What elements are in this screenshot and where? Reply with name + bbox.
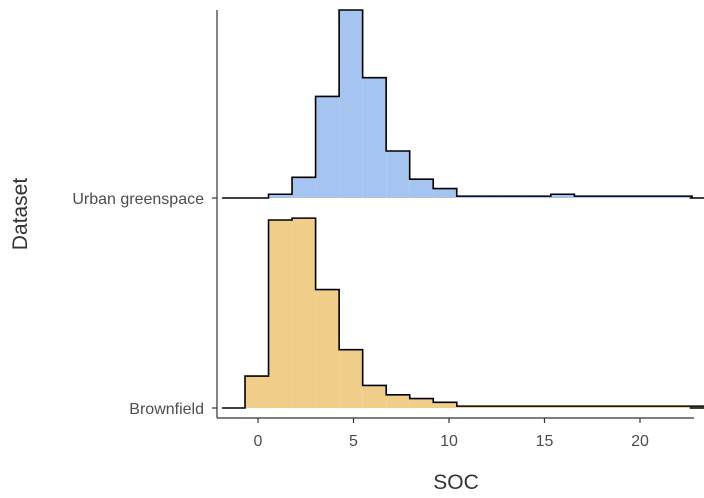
bin-urban-greenspace-1 xyxy=(292,177,316,198)
bin-urban-greenspace-4 xyxy=(362,77,387,198)
bin-urban-greenspace-5 xyxy=(386,151,410,198)
ridges-layer xyxy=(222,9,704,409)
bin-brownfield-0 xyxy=(245,376,269,408)
bin-brownfield-12 xyxy=(527,406,551,408)
bin-brownfield-11 xyxy=(503,406,528,408)
bin-urban-greenspace-8 xyxy=(456,196,481,198)
bin-brownfield-15 xyxy=(597,406,622,408)
bin-urban-greenspace-7 xyxy=(433,188,457,198)
x-tick-label-15: 15 xyxy=(536,433,554,450)
bin-urban-greenspace-12 xyxy=(550,194,575,198)
x-tick-label-5: 5 xyxy=(349,433,358,450)
bin-brownfield-17 xyxy=(645,406,669,408)
x-tick-label-0: 0 xyxy=(254,433,263,450)
bin-urban-greenspace-0 xyxy=(268,194,293,198)
bin-brownfield-8 xyxy=(433,402,457,408)
bin-urban-greenspace-10 xyxy=(503,196,528,198)
bin-urban-greenspace-17 xyxy=(668,196,693,198)
bin-urban-greenspace-14 xyxy=(597,196,622,198)
bin-urban-greenspace-15 xyxy=(621,196,646,198)
bin-urban-greenspace-9 xyxy=(480,196,504,198)
bin-urban-greenspace-11 xyxy=(527,196,551,198)
bin-urban-greenspace-13 xyxy=(574,196,598,198)
x-tick-label-20: 20 xyxy=(631,433,649,450)
bin-brownfield-3 xyxy=(315,289,340,408)
bin-brownfield-13 xyxy=(550,406,575,408)
x-tick-label-10: 10 xyxy=(440,433,458,450)
bin-brownfield-10 xyxy=(480,406,504,408)
bin-brownfield-7 xyxy=(409,398,434,408)
bin-brownfield-18 xyxy=(668,406,693,408)
bin-brownfield-4 xyxy=(339,349,363,408)
ridge-outline-urban-greenspace xyxy=(222,9,704,199)
bin-brownfield-19 xyxy=(692,406,704,408)
x-axis-title: SOC xyxy=(433,471,479,494)
ridge-outline-brownfield xyxy=(222,217,704,409)
y-tick-label-brownfield: Brownfield xyxy=(129,401,204,418)
y-axis-title: Dataset xyxy=(9,178,32,251)
bin-urban-greenspace-16 xyxy=(645,196,669,198)
x-ticks: 0 5 10 15 20 xyxy=(254,418,649,450)
y-tick-label-urban-greenspace: Urban greenspace xyxy=(72,191,204,208)
bin-brownfield-9 xyxy=(456,406,481,408)
bin-brownfield-2 xyxy=(292,218,316,408)
bin-urban-greenspace-2 xyxy=(315,96,340,198)
y-ticks: Urban greenspace Brownfield xyxy=(72,191,217,418)
bin-brownfield-16 xyxy=(621,406,646,408)
bin-brownfield-6 xyxy=(386,394,410,408)
bin-brownfield-5 xyxy=(362,385,387,408)
bin-urban-greenspace-3 xyxy=(339,10,363,198)
bin-brownfield-14 xyxy=(574,406,598,408)
bin-urban-greenspace-6 xyxy=(409,179,434,198)
bin-brownfield-1 xyxy=(268,220,293,408)
